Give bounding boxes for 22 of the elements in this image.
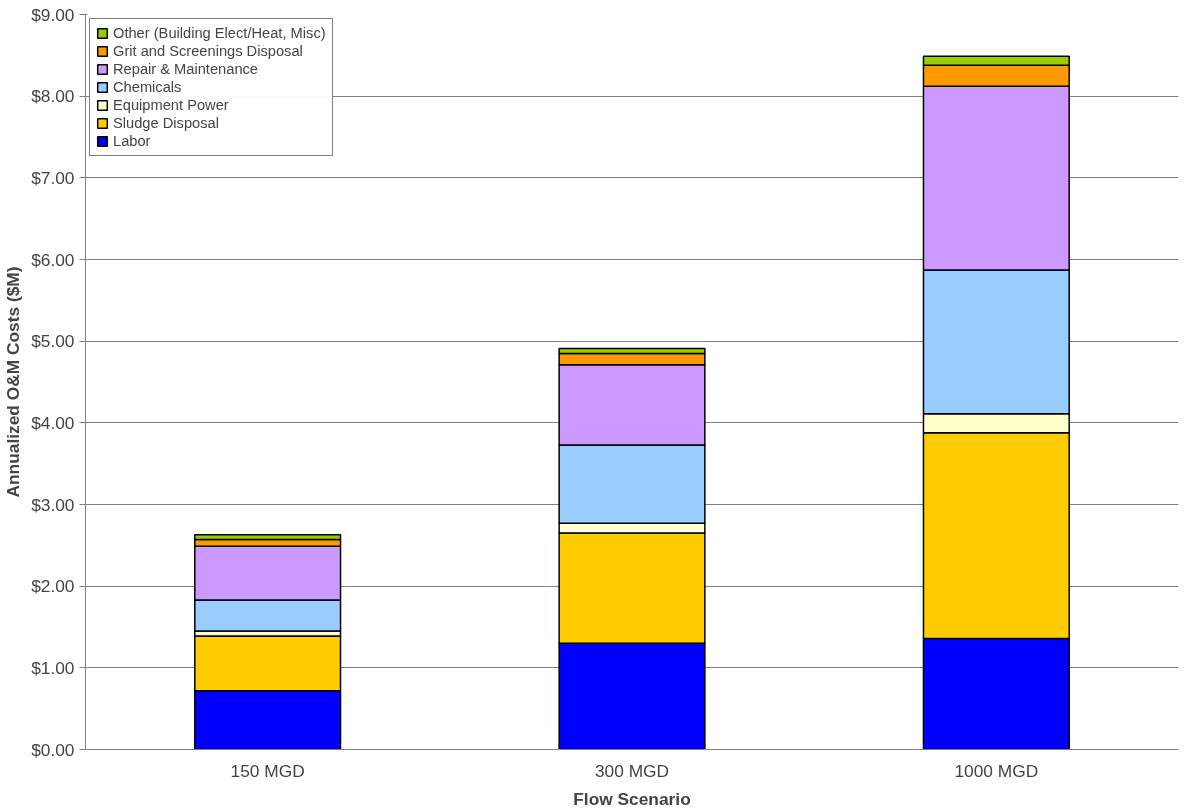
y-tick-label: $8.00	[31, 86, 75, 107]
y-tick-label: $9.00	[31, 4, 75, 25]
legend-label: Equipment Power	[113, 97, 229, 113]
x-tick-label: 1000 MGD	[954, 760, 1039, 781]
y-tick-label: $1.00	[31, 657, 75, 678]
y-tick-label: $3.00	[31, 494, 75, 515]
y-tick-label: $6.00	[31, 249, 75, 270]
legend-label: Labor	[113, 133, 151, 149]
legend-label: Other (Building Elect/Heat, Misc)	[113, 25, 326, 41]
y-tick-label: $2.00	[31, 576, 75, 597]
x-tick-label: 150 MGD	[230, 760, 305, 781]
y-tick-label: $5.00	[31, 331, 75, 352]
legend-label: Chemicals	[113, 79, 182, 95]
y-axis-title: Annualized O&M Costs ($M)	[3, 266, 24, 498]
y-tick-label: $7.00	[31, 167, 75, 188]
x-axis-title: Flow Scenario	[573, 788, 691, 809]
y-tick-label: $0.00	[31, 739, 75, 760]
x-tick-label: 300 MGD	[594, 760, 670, 781]
y-tick-label: $4.00	[31, 412, 75, 433]
legend-label: Sludge Disposal	[113, 115, 219, 131]
legend-label: Repair & Maintenance	[113, 61, 259, 77]
legend-label: Grit and Screenings Disposal	[113, 43, 303, 59]
